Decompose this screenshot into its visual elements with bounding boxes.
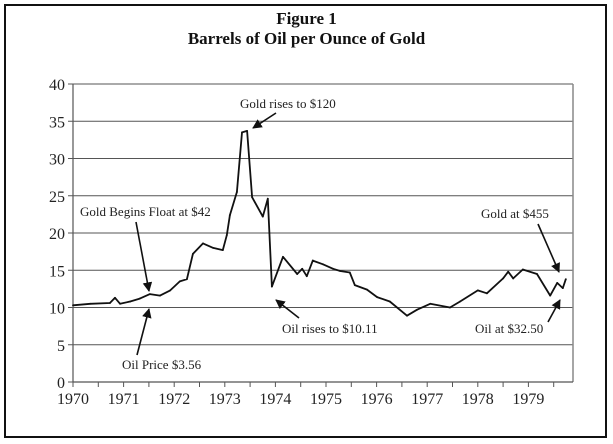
data-point (228, 214, 231, 217)
annotation-arrow (136, 308, 152, 356)
annotation-oil-3-56: Oil Price $3.56 (122, 357, 202, 372)
data-point (561, 287, 564, 290)
data-point (332, 267, 334, 270)
data-point (119, 302, 121, 305)
data-point (521, 268, 524, 271)
data-point (476, 289, 479, 292)
data-point (72, 304, 74, 307)
data-point (416, 308, 418, 311)
data-point (185, 278, 188, 281)
data-point (282, 255, 284, 258)
data-point (564, 278, 567, 281)
data-point (202, 242, 204, 245)
y-tick-label: 5 (57, 338, 65, 355)
data-point (225, 234, 228, 237)
annotation-gold-120: Gold rises to $120 (240, 96, 336, 111)
data-point (221, 249, 224, 252)
data-point (449, 306, 451, 309)
data-point (376, 296, 379, 298)
data-point (507, 270, 510, 273)
x-tick-label: 1979 (512, 391, 544, 408)
x-tick-label: 1977 (411, 391, 443, 408)
y-tick-label: 30 (49, 152, 65, 169)
data-point (296, 273, 299, 275)
data-point (266, 197, 269, 200)
data-point (459, 300, 461, 303)
data-point (261, 215, 264, 218)
data-point (114, 296, 116, 299)
data-point (388, 300, 391, 303)
data-point (251, 196, 254, 199)
data-point (149, 293, 151, 295)
chart-subtitle: Barrels of Oil per Ounce of Gold (187, 29, 426, 48)
data-point (301, 267, 304, 270)
annotation-arrow (252, 112, 277, 129)
x-tick-label: 1973 (209, 391, 241, 408)
data-point (89, 302, 92, 305)
data-point (311, 259, 314, 262)
data-point (502, 277, 504, 280)
x-tick-label: 1972 (158, 391, 190, 408)
annotation-arrow (547, 299, 561, 323)
data-point (339, 270, 342, 272)
y-tick-label: 40 (49, 77, 65, 94)
annotation-gold-float-42: Gold Begins Float at $42 (80, 204, 211, 219)
data-point (429, 302, 432, 305)
data-point (138, 297, 141, 300)
figure-frame (4, 4, 607, 438)
data-point (212, 247, 215, 249)
data-point (236, 191, 238, 193)
annotation-gold-455: Gold at $455 (481, 206, 549, 221)
data-point (549, 294, 552, 297)
y-tick-label: 20 (49, 226, 65, 243)
annotation-arrow (537, 223, 560, 273)
data-point (305, 275, 308, 278)
data-point (159, 294, 161, 297)
annotation-arrow (275, 299, 300, 319)
x-tick-label: 1975 (310, 391, 342, 408)
y-tick-label: 35 (49, 114, 65, 131)
x-tick-label: 1971 (108, 391, 140, 408)
data-point (109, 302, 111, 304)
data-point (270, 285, 273, 288)
x-tick-label: 1978 (462, 391, 494, 408)
x-tick-label: 1970 (57, 391, 89, 408)
data-point (178, 280, 181, 283)
y-tick-label: 25 (49, 189, 65, 206)
data-point (486, 292, 488, 295)
data-point (366, 288, 368, 291)
data-point (246, 130, 248, 132)
chart-title: Figure 1 (276, 9, 337, 28)
data-point (169, 289, 172, 292)
data-point (406, 314, 408, 317)
data-point (192, 252, 194, 255)
data-point (556, 282, 559, 284)
data-point (536, 273, 538, 275)
series-line (72, 130, 567, 317)
data-point (348, 271, 351, 274)
x-tick-label: 1974 (259, 391, 291, 408)
data-point (322, 263, 324, 266)
data-point (512, 277, 515, 280)
data-point (129, 300, 132, 303)
data-point (353, 284, 356, 287)
annotation-oil-10-11: Oil rises to $10.11 (282, 321, 378, 336)
x-tick-label: 1976 (361, 391, 393, 408)
annotation-oil-32-50: Oil at $32.50 (475, 321, 543, 336)
y-tick-label: 0 (57, 375, 65, 392)
data-point (241, 131, 243, 134)
y-tick-label: 10 (49, 301, 65, 318)
annotation-arrow (135, 221, 153, 292)
y-tick-label: 15 (49, 263, 65, 280)
